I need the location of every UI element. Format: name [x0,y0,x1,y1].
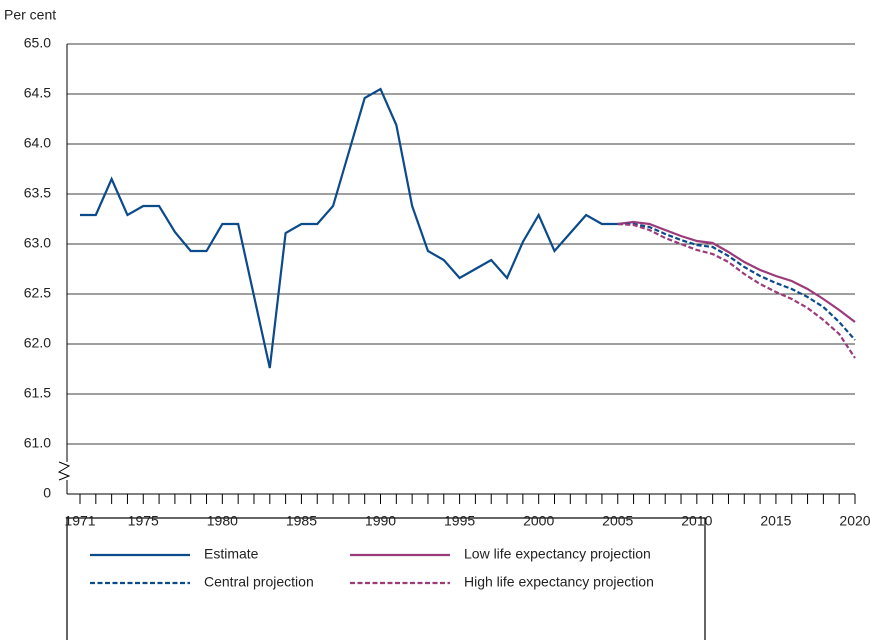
y-tick-label: 61.5 [24,385,51,401]
legend-label: Central projection [204,574,314,590]
x-tick-label: 2000 [523,513,554,529]
y-tick-label: 63.5 [24,185,51,201]
y-tick-label: 0 [43,485,51,501]
x-tick-label: 2010 [681,513,712,529]
y-tick-label: 64.0 [24,135,51,151]
y-tick-label: 61.0 [24,435,51,451]
y-tick-label: 62.0 [24,335,51,351]
x-tick-label: 1971 [64,513,95,529]
x-tick-label: 1990 [365,513,396,529]
x-tick-label: 2015 [760,513,791,529]
y-tick-label: 63.0 [24,235,51,251]
x-tick-label: 1975 [128,513,159,529]
x-tick-label: 1980 [207,513,238,529]
legend-box [66,517,706,640]
y-tick-label: 62.5 [24,285,51,301]
axis-break [57,461,71,481]
x-tick-label: 2005 [602,513,633,529]
y-axis-label: Per cent [4,7,56,23]
y-tick-label: 64.5 [24,85,51,101]
x-tick-label: 1985 [286,513,317,529]
series-line [617,222,856,341]
legend-label: Estimate [204,546,259,562]
series-line [617,222,856,359]
x-tick-label: 1995 [444,513,475,529]
series-line [80,87,618,369]
series-line [617,220,856,323]
x-tick-label: 2020 [839,513,870,529]
y-tick-label: 65.0 [24,35,51,51]
legend-label: High life expectancy projection [464,574,654,590]
legend-label: Low life expectancy projection [464,546,651,562]
